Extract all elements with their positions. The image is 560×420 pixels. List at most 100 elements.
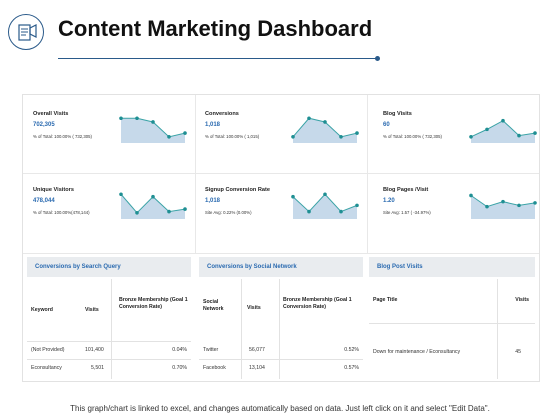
table-cell: 0.04% <box>172 347 187 353</box>
table-cell: 0.52% <box>344 347 359 353</box>
column-header: Social Network <box>203 299 224 312</box>
table-cell: Twitter <box>203 347 219 353</box>
table-divider <box>497 279 498 379</box>
sparkline-point <box>469 135 473 139</box>
sparkline-point <box>355 131 359 135</box>
row-divider <box>23 253 539 254</box>
social-network-section: Conversions by Social Network Social Net… <box>199 257 363 381</box>
metric-subtext: % of Total: 100.00% ( 732,305) <box>383 134 442 139</box>
title-underline-dot <box>375 56 380 61</box>
title-underline <box>58 58 376 59</box>
table-divider <box>279 279 280 379</box>
sparkline-area <box>471 195 535 219</box>
section-heading: Blog Post Visits <box>369 257 535 277</box>
sparkline-point <box>339 135 343 139</box>
column-header: Keyword <box>31 307 53 313</box>
sparkline-point <box>307 209 311 214</box>
dashboard-panel: Overall Visits 702,305 % of Total: 100.0… <box>22 94 540 382</box>
sparkline-point <box>485 127 489 132</box>
table-divider <box>111 279 112 379</box>
metric-label: Overall Visits <box>33 111 69 117</box>
metric-subtext: % of Total: 100.00% ( 1,015) <box>205 134 260 139</box>
sparkline-point <box>501 118 505 123</box>
column-header: Visits <box>247 305 261 311</box>
metric-label: Blog Visits <box>383 111 412 117</box>
row-divider <box>23 173 539 174</box>
sparkline-point <box>533 201 537 205</box>
section-heading: Conversions by Search Query <box>27 257 191 277</box>
column-header: Bronze Membership (Goal 1 Conversion Rat… <box>119 297 188 310</box>
sparkline-point <box>323 192 327 197</box>
metric-value: 478,044 <box>33 198 55 204</box>
table-divider <box>369 323 535 324</box>
table-cell: Down for maintenance / Econsultancy <box>373 349 461 355</box>
sparkline-chart <box>119 192 187 219</box>
sparkline-point <box>119 116 123 121</box>
sparkline-area <box>471 120 535 143</box>
table-divider <box>241 279 242 379</box>
sparkline-point <box>485 204 489 209</box>
section-heading: Conversions by Social Network <box>199 257 363 277</box>
metric-label: Unique Visitors <box>33 187 74 193</box>
metric-unique-visitors[interactable]: Unique Visitors 478,044 % of Total: 100.… <box>33 187 203 265</box>
sparkline-point <box>291 135 295 139</box>
sparkline-point <box>167 209 171 214</box>
sparkline-point <box>307 116 311 121</box>
table-cell: 56,077 <box>249 347 265 353</box>
table-divider <box>27 341 191 342</box>
sparkline-point <box>183 207 187 211</box>
table-cell: 13,104 <box>249 365 265 371</box>
sparkline-point <box>339 209 343 214</box>
sparkline-chart <box>469 193 537 219</box>
sparkline-chart <box>291 116 359 143</box>
sparkline-chart <box>469 118 537 143</box>
sparkline-chart <box>291 192 359 219</box>
table-cell: Facebook <box>203 365 226 371</box>
sparkline-point <box>291 194 295 199</box>
sparkline-point <box>469 193 473 198</box>
metric-value: 1,018 <box>205 122 221 128</box>
metric-overall-visits[interactable]: Overall Visits 702,305 % of Total: 100.0… <box>33 111 203 189</box>
table-cell: 0.70% <box>172 365 187 371</box>
sparkline-point <box>355 203 359 208</box>
table-cell: 0.57% <box>344 365 359 371</box>
table-cell: 45 <box>515 349 521 355</box>
column-divider <box>195 95 196 253</box>
sparkline-point <box>533 131 537 135</box>
metric-conversions[interactable]: Conversions 1,018 % of Total: 100.00% ( … <box>205 111 375 189</box>
column-divider <box>367 95 368 253</box>
metric-value: 60 <box>383 122 390 128</box>
sparkline-point <box>135 116 139 121</box>
table-cell: Econsultancy <box>31 365 62 371</box>
table-cell: 101,400 <box>85 347 104 353</box>
metric-signup-conversion-rate[interactable]: Signup Conversion Rate 1,018 Site Avg: 0… <box>205 187 375 265</box>
metric-subtext: % of Total: 100.00% ( 732,305) <box>33 134 92 139</box>
sparkline-point <box>517 203 521 208</box>
column-header: Visits <box>515 297 529 303</box>
table-divider <box>199 359 363 360</box>
search-query-section: Conversions by Search Query Keyword Visi… <box>27 257 191 381</box>
table-cell: 5,501 <box>91 365 104 371</box>
metric-subtext: Site Avg: 0.22% (0.00%) <box>205 210 252 215</box>
metric-value: 1.20 <box>383 198 395 204</box>
metric-label: Blog Pages /Visit <box>383 187 429 193</box>
sparkline-point <box>517 133 521 138</box>
metric-label: Signup Conversion Rate <box>205 187 270 193</box>
sparkline-point <box>501 199 505 204</box>
sparkline-point <box>119 192 123 197</box>
footer-note: This graph/chart is linked to excel, and… <box>70 404 490 413</box>
sparkline-point <box>151 194 155 199</box>
metric-blog-pages-per-visit[interactable]: Blog Pages /Visit 1.20 Site Avg: 1.57 ( … <box>383 187 553 265</box>
column-header: Bronze Membership (Goal 1 Conversion Rat… <box>283 297 352 310</box>
page-title: Content Marketing Dashboard <box>58 16 373 41</box>
metric-subtext: % of Total: 100.00%(478,144) <box>33 210 90 215</box>
sparkline-chart <box>119 116 187 143</box>
sparkline-point <box>323 120 327 124</box>
brand-logo-icon <box>8 14 44 50</box>
metric-label: Conversions <box>205 111 239 117</box>
metric-subtext: Site Avg: 1.57 ( -34.97%) <box>383 210 431 215</box>
sparkline-area <box>293 194 357 219</box>
metric-blog-visits[interactable]: Blog Visits 60 % of Total: 100.00% ( 732… <box>383 111 553 189</box>
blog-post-visits-section: Blog Post Visits Page Title Visits Down … <box>369 257 535 381</box>
column-header: Page Title <box>373 297 398 303</box>
